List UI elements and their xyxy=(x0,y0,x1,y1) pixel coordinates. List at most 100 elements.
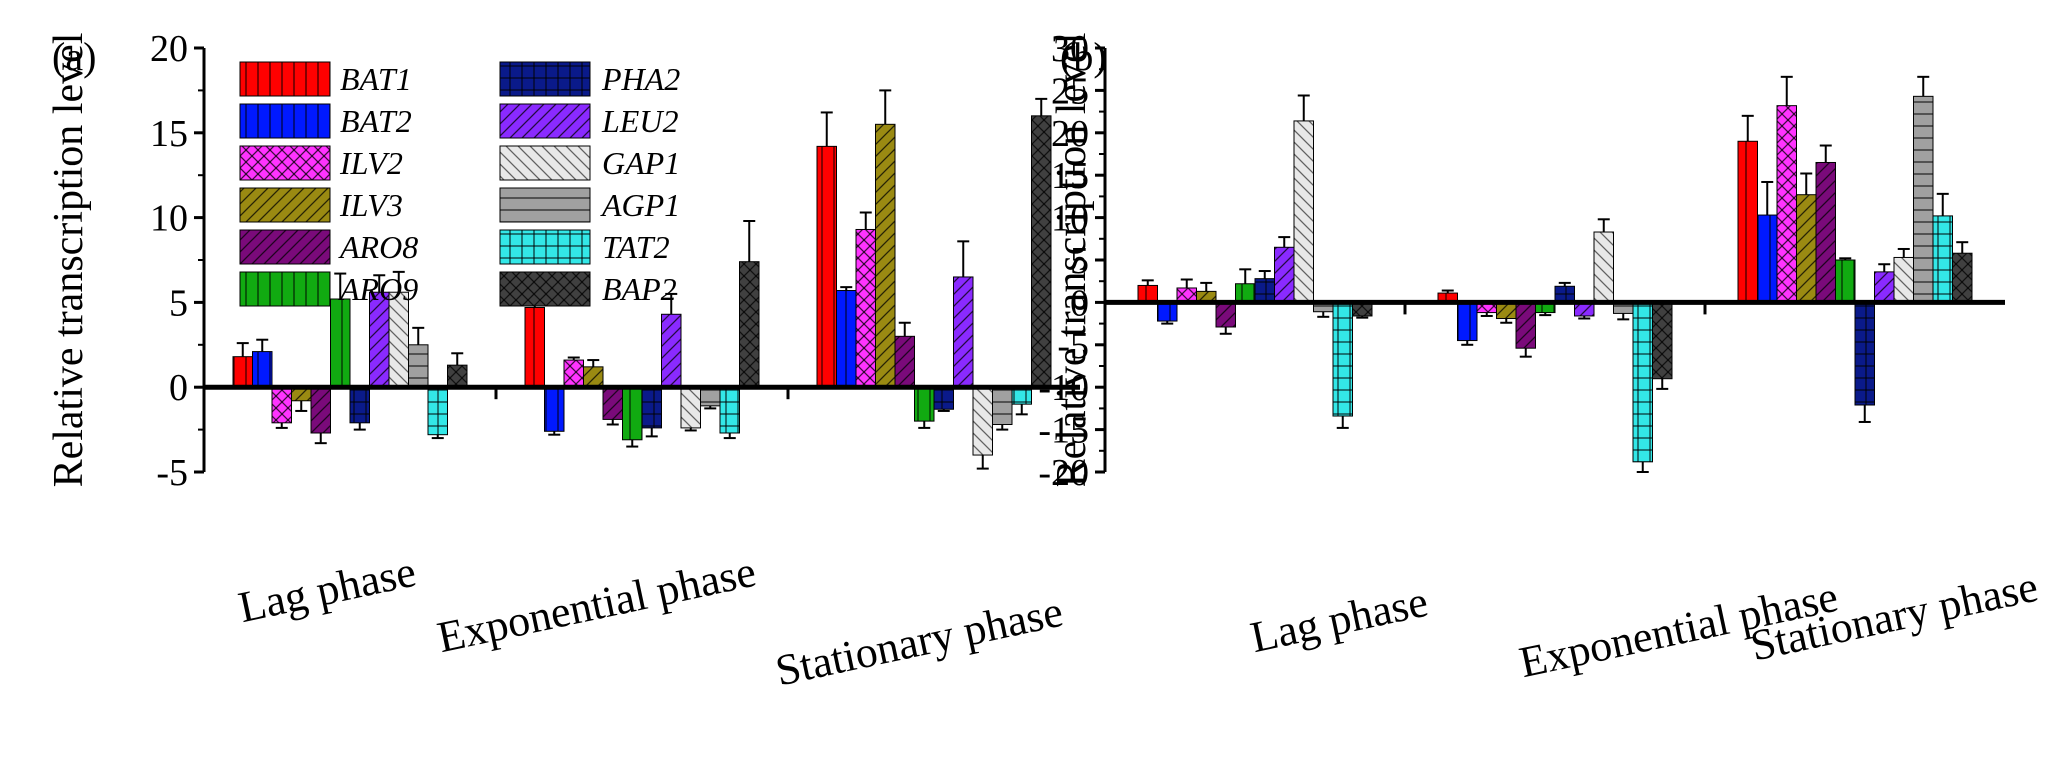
legend-label: ILV3 xyxy=(339,187,403,223)
legend-label: BAT2 xyxy=(340,103,412,139)
bar-pha2-0 xyxy=(349,386,370,424)
bar-leu2-1 xyxy=(661,313,682,388)
bar-bat2-1 xyxy=(1457,301,1478,342)
bar-agp1-0 xyxy=(408,344,429,388)
panel-label: (b) xyxy=(1060,34,1107,79)
bar-bat2-0 xyxy=(1157,301,1178,322)
legend-swatch xyxy=(499,103,591,139)
bar-ilv2-1 xyxy=(563,359,584,388)
legend-label: LEU2 xyxy=(601,103,678,139)
bar-ilv3-2 xyxy=(875,123,896,388)
bar-bat1-1 xyxy=(524,306,545,388)
y-tick-label: 25 xyxy=(1051,70,1089,112)
legend-label: AGP1 xyxy=(600,187,680,223)
bar-bat2-2 xyxy=(836,290,857,388)
bar-bat1-0 xyxy=(232,356,253,388)
bar-bap2-1 xyxy=(1652,301,1673,380)
y-tick-label: -20 xyxy=(1038,452,1089,494)
legend-label: PHA2 xyxy=(601,61,680,97)
bar-tat2-0 xyxy=(427,386,448,436)
y-tick-label: 15 xyxy=(1051,155,1089,197)
bar-ilv2-0 xyxy=(271,386,292,424)
bar-gap1-2 xyxy=(972,386,993,456)
panel-a-chart: -5 0 5 10 15 20 Lag phase Exponential phase Stat… xyxy=(46,28,1080,696)
bar-bap2-0 xyxy=(447,364,468,388)
bar-aro9-2 xyxy=(914,386,935,422)
legend-label: ILV2 xyxy=(339,145,403,181)
bar-aro9-1 xyxy=(622,386,643,441)
bar-tat2-2 xyxy=(1011,386,1032,405)
x-category-label: Exponential phase xyxy=(433,547,760,662)
y-tick-label: 20 xyxy=(1051,113,1089,155)
legend-swatch xyxy=(239,103,331,139)
y-tick-label: -10 xyxy=(1038,367,1089,409)
bar-tat2-1 xyxy=(719,386,740,434)
legend-swatch xyxy=(239,271,331,307)
bar-aro8-2 xyxy=(894,335,915,388)
bar-aro9-0 xyxy=(1235,283,1256,303)
legend-swatch xyxy=(239,145,331,181)
panel-label: (a) xyxy=(52,34,96,79)
y-tick-label: -5 xyxy=(1057,325,1089,367)
x-category-label: Stationary phase xyxy=(771,587,1067,696)
legend-label: TAT2 xyxy=(602,229,670,265)
bar-aro8-1 xyxy=(1515,301,1536,349)
bar-gap1-1 xyxy=(680,386,701,429)
bar-tat2-1 xyxy=(1632,301,1653,463)
bar-ilv3-2 xyxy=(1796,194,1817,303)
bar-leu2-2 xyxy=(1874,271,1895,303)
bar-pha2-2 xyxy=(1854,301,1875,406)
bar-pha2-1 xyxy=(641,386,662,429)
legend-label: ARO8 xyxy=(338,229,418,265)
legend-label: BAP2 xyxy=(602,271,677,307)
bar-aro8-1 xyxy=(602,386,623,420)
y-axis-title: Relative transcription level xyxy=(46,33,92,488)
bar-pha2-0 xyxy=(1254,278,1275,303)
legend-label: BAT1 xyxy=(340,61,412,97)
y-tick-label: 30 xyxy=(1051,28,1089,70)
bar-agp1-2 xyxy=(1913,95,1934,303)
y-tick-label: -15 xyxy=(1038,410,1089,452)
bar-tat2-0 xyxy=(1332,301,1353,417)
bar-pha2-2 xyxy=(933,386,954,410)
bar-aro8-0 xyxy=(1215,301,1236,328)
y-tick-label: 10 xyxy=(1051,198,1089,240)
y-axis-title: Relative transcription level xyxy=(1049,33,1095,488)
y-tick-label: 5 xyxy=(1070,240,1089,282)
y-tick-label: 0 xyxy=(1070,282,1089,324)
y-tick-label: 20 xyxy=(150,28,188,70)
legend-swatch xyxy=(239,187,331,223)
bar-tat2-2 xyxy=(1932,215,1953,303)
bar-gap1-1 xyxy=(1593,231,1614,303)
bar-bat1-0 xyxy=(1137,284,1158,303)
bar-agp1-1 xyxy=(700,386,721,407)
legend-swatch xyxy=(499,229,591,265)
bar-aro8-0 xyxy=(310,386,331,434)
legend-swatch xyxy=(239,229,331,265)
legend-label: GAP1 xyxy=(602,145,680,181)
bar-agp1-2 xyxy=(992,386,1013,426)
bar-aro9-2 xyxy=(1835,259,1856,303)
bar-bat1-2 xyxy=(1737,140,1758,303)
bar-ilv3-1 xyxy=(583,366,604,388)
y-tick-label: -5 xyxy=(156,452,188,494)
bar-aro9-0 xyxy=(330,298,351,388)
bar-gap1-0 xyxy=(1293,120,1314,303)
bar-bat2-1 xyxy=(544,386,565,432)
y-tick-label: 15 xyxy=(150,113,188,155)
bar-bat2-2 xyxy=(1757,214,1778,303)
bar-leu2-0 xyxy=(1274,246,1295,303)
y-tick-label: 0 xyxy=(169,367,188,409)
legend-swatch xyxy=(499,271,591,307)
bar-leu2-2 xyxy=(953,276,974,388)
bar-bap2-1 xyxy=(739,261,760,388)
y-tick-label: 5 xyxy=(169,282,188,324)
bar-bap2-2 xyxy=(1952,252,1973,303)
bar-gap1-2 xyxy=(1893,256,1914,303)
x-category-label: Lag phase xyxy=(234,547,420,632)
legend-swatch xyxy=(499,145,591,181)
bar-ilv2-2 xyxy=(855,228,876,388)
x-category-label: Lag phase xyxy=(1246,577,1432,662)
